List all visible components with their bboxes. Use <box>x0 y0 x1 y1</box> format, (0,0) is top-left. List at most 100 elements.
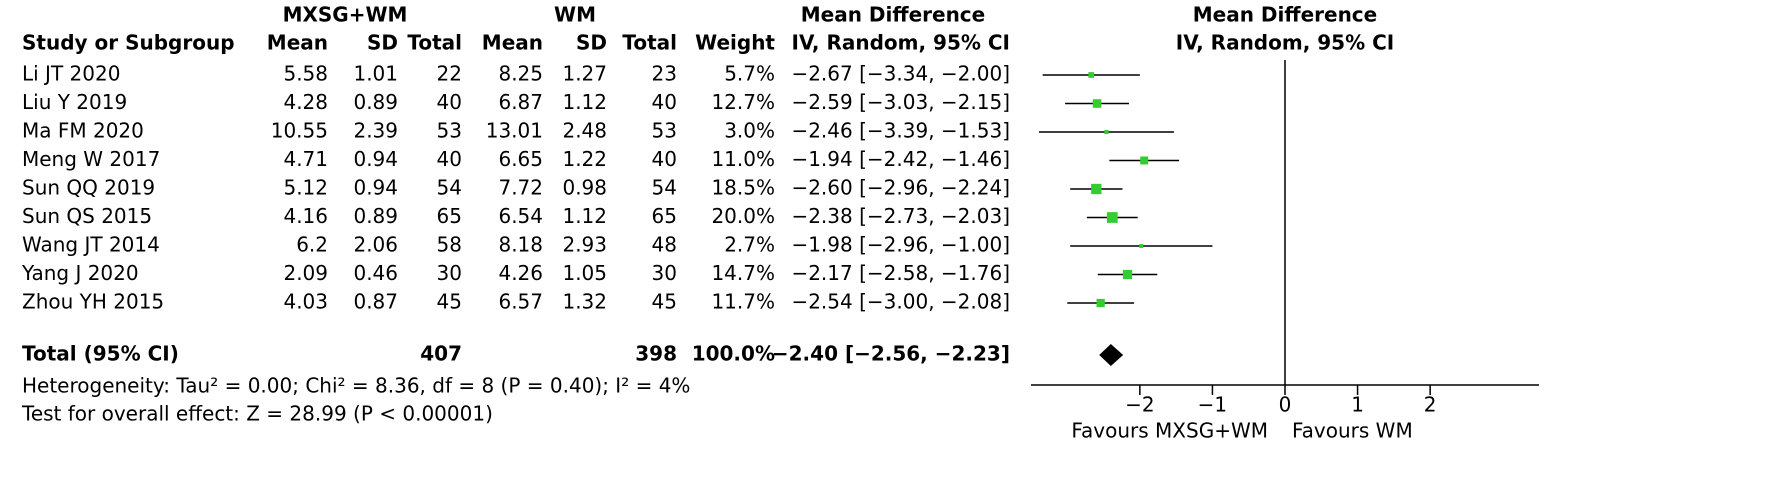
total-name: Total (95% CI) <box>22 342 179 366</box>
cell: 2.09 <box>283 261 328 285</box>
cell: 23 <box>652 62 677 86</box>
column-header: Mean <box>482 31 543 55</box>
cell: 0.94 <box>353 147 398 171</box>
total-n: 407 <box>420 342 462 366</box>
effect-square <box>1106 212 1118 223</box>
cell: 58 <box>437 233 462 257</box>
study-name: Sun QQ 2019 <box>22 176 155 200</box>
cell: 48 <box>652 233 677 257</box>
study-name: Ma FM 2020 <box>22 119 144 143</box>
overall-effect: Test for overall effect: Z = 28.99 (P < … <box>21 402 493 426</box>
total-n: 398 <box>635 342 677 366</box>
effect-square <box>1104 129 1109 135</box>
x-tick-label: 1 <box>1351 393 1364 417</box>
group-header: MXSG+WM <box>283 3 408 27</box>
weight: 5.7% <box>724 62 775 86</box>
cell: 30 <box>437 261 462 285</box>
cell: 1.12 <box>562 90 607 114</box>
ci-label: −2.38 [−2.73, −2.03] <box>791 204 1010 228</box>
favours-left: Favours MXSG+WM <box>1071 419 1268 443</box>
ci-label: −2.17 [−2.58, −1.76] <box>791 261 1010 285</box>
cell: 1.05 <box>562 261 607 285</box>
cell: 45 <box>652 290 677 314</box>
x-tick-label: −1 <box>1198 393 1227 417</box>
total-diamond <box>1099 344 1124 366</box>
weight: 11.0% <box>711 147 775 171</box>
effect-square <box>1139 244 1144 248</box>
cell: 65 <box>652 204 677 228</box>
favours-right: Favours WM <box>1292 419 1413 443</box>
cell: 45 <box>437 290 462 314</box>
cell: 0.98 <box>562 176 607 200</box>
weight: 100.0% <box>692 342 775 366</box>
cell: 13.01 <box>486 119 543 143</box>
effect-square <box>1091 183 1102 195</box>
cell: 6.57 <box>498 290 543 314</box>
study-name: Meng W 2017 <box>22 147 160 171</box>
ci-label: −2.59 [−3.03, −2.15] <box>791 90 1010 114</box>
group-header: WM <box>554 3 596 27</box>
effect-square <box>1092 99 1102 108</box>
cell: 4.03 <box>283 290 328 314</box>
ci-label: −2.54 [−3.00, −2.08] <box>791 290 1010 314</box>
ci-label: −1.98 [−2.96, −1.00] <box>791 233 1010 257</box>
cell: 1.27 <box>562 62 607 86</box>
cell: 54 <box>437 176 462 200</box>
heterogeneity: Heterogeneity: Tau² = 0.00; Chi² = 8.36,… <box>22 374 690 398</box>
cell: 6.87 <box>498 90 543 114</box>
column-header: SD <box>576 31 607 55</box>
effect-square <box>1096 298 1105 308</box>
weight: 20.0% <box>711 204 775 228</box>
weight: 3.0% <box>724 119 775 143</box>
weight: 12.7% <box>711 90 775 114</box>
column-header: Total <box>622 31 677 55</box>
cell: 2.39 <box>353 119 398 143</box>
column-header: SD <box>367 31 398 55</box>
study-name: Wang JT 2014 <box>22 233 160 257</box>
cell: 4.28 <box>283 90 328 114</box>
column-header: Study or Subgroup <box>22 31 235 55</box>
cell: 0.89 <box>353 204 398 228</box>
weight: 18.5% <box>711 176 775 200</box>
cell: 5.58 <box>283 62 328 86</box>
study-name: Li JT 2020 <box>22 62 120 86</box>
study-name: Sun QS 2015 <box>22 204 152 228</box>
study-name: Yang J 2020 <box>21 261 139 285</box>
effect-square <box>1122 269 1133 280</box>
cell: 6.54 <box>498 204 543 228</box>
cell: 30 <box>652 261 677 285</box>
study-name: Zhou YH 2015 <box>22 290 164 314</box>
weight: 14.7% <box>711 261 775 285</box>
cell: 1.12 <box>562 204 607 228</box>
cell: 0.89 <box>353 90 398 114</box>
cell: 40 <box>437 147 462 171</box>
effect-square <box>1140 156 1149 165</box>
weight: 11.7% <box>711 290 775 314</box>
cell: 5.12 <box>283 176 328 200</box>
x-tick-label: 0 <box>1279 393 1292 417</box>
ci-label: −2.60 [−2.96, −2.24] <box>791 176 1010 200</box>
ci-label: −2.40 [−2.56, −2.23] <box>772 342 1010 366</box>
weight: 2.7% <box>724 233 775 257</box>
group-header: Mean Difference <box>801 3 985 27</box>
cell: 2.48 <box>562 119 607 143</box>
effect-square <box>1088 72 1095 78</box>
ci-label: −2.67 [−3.34, −2.00] <box>791 62 1010 86</box>
ci-label: −2.46 [−3.39, −1.53] <box>791 119 1010 143</box>
group-header: Mean Difference <box>1193 3 1377 27</box>
cell: 40 <box>652 147 677 171</box>
cell: 1.32 <box>562 290 607 314</box>
cell: 6.65 <box>498 147 543 171</box>
cell: 0.87 <box>353 290 398 314</box>
column-header: IV, Random, 95% CI <box>1176 31 1394 55</box>
cell: 2.06 <box>353 233 398 257</box>
cell: 8.18 <box>498 233 543 257</box>
cell: 1.22 <box>562 147 607 171</box>
cell: 54 <box>652 176 677 200</box>
cell: 1.01 <box>353 62 398 86</box>
cell: 40 <box>437 90 462 114</box>
column-header: Weight <box>695 31 775 55</box>
cell: 53 <box>437 119 462 143</box>
cell: 65 <box>437 204 462 228</box>
